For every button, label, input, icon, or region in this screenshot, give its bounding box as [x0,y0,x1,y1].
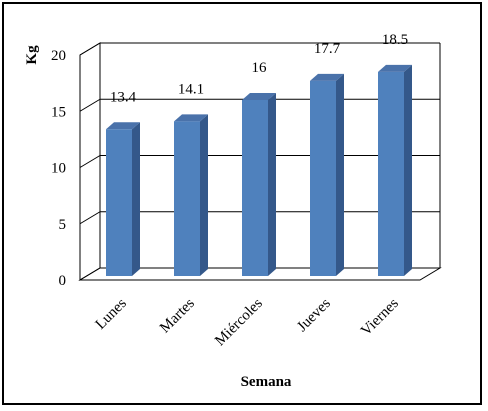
bar-top [242,93,276,100]
x-axis-title: Semana [241,374,292,390]
bar-top [378,64,412,72]
bar-side [132,122,140,276]
bar-side [268,93,276,276]
bar-front [310,80,336,276]
bar-front [106,129,132,276]
bar [174,114,208,276]
gridline-side [79,155,101,168]
bars [106,64,412,276]
y-tick-label: 0 [59,273,67,289]
x-axis-categories: Lunes Martes Miércoles Jueves Viernes [93,295,402,349]
gridline-side [79,211,101,225]
y-tick-label: 5 [59,217,67,233]
bar [310,73,344,276]
gridline-side [79,98,101,112]
bar-front [378,71,404,276]
x-category-label: Jueves [294,295,334,335]
y-tick-label: 20 [51,48,66,64]
bar-side [404,64,412,276]
bar-top [106,122,140,130]
y-tick-label: 15 [51,104,66,120]
gridline-side [79,267,101,281]
x-category-label: Viernes [358,295,402,339]
bar-side [200,114,208,276]
bar-top [174,114,208,122]
gridline-side [79,42,101,56]
y-axis-title: Kg [24,45,40,65]
bar [378,64,412,276]
x-category-label: Lunes [93,295,130,332]
bar [106,122,140,276]
data-label: 17.7 [314,41,341,57]
bar-side [336,73,344,276]
bar-top [310,73,344,81]
bar-front [242,100,268,276]
data-labels: 13.4 14.1 16 17.7 18.5 [110,32,408,105]
data-label: 14.1 [178,81,204,97]
y-tick-label: 10 [51,161,66,177]
data-label: 13.4 [110,89,137,105]
data-label: 16 [252,60,268,76]
x-category-label: Miércoles [212,295,266,349]
y-axis-ticks: 0 5 10 15 20 [51,48,66,289]
x-category-label: Martes [157,295,198,336]
bar [242,93,276,276]
bar-front [174,121,200,276]
data-label: 18.5 [382,32,408,48]
